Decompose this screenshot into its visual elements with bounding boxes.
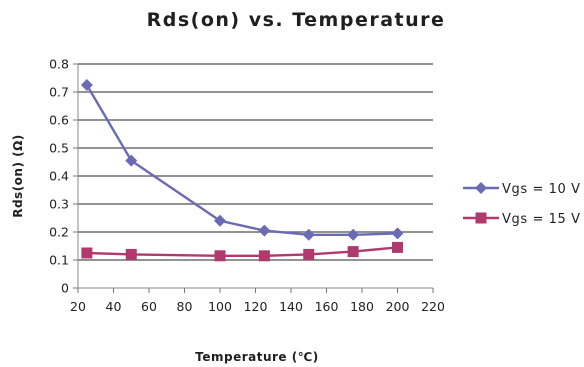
x-tick-label: 160 bbox=[315, 299, 339, 314]
legend: Vgs = 10 V Vgs = 15 V bbox=[463, 182, 581, 227]
grid-lines bbox=[78, 63, 433, 261]
x-tick-label: 120 bbox=[244, 299, 268, 314]
x-tick-labels: 20 40 60 80 100 120 140 160 180 200 220 bbox=[70, 299, 445, 314]
x-tick-label: 100 bbox=[208, 299, 232, 314]
data-point bbox=[125, 154, 138, 167]
data-point bbox=[347, 246, 359, 258]
y-tick-label: 0.8 bbox=[49, 57, 69, 72]
chart-title: Rds(on) vs. Temperature bbox=[147, 9, 446, 31]
x-tick-label: 200 bbox=[386, 299, 410, 314]
x-tick-label: 20 bbox=[70, 299, 86, 314]
y-tick-label: 0.1 bbox=[49, 253, 69, 268]
x-tick-label: 80 bbox=[177, 299, 193, 314]
x-tick-label: 140 bbox=[279, 299, 303, 314]
data-point bbox=[214, 250, 226, 262]
legend-item-1: Vgs = 10 V bbox=[463, 182, 581, 197]
data-point bbox=[392, 241, 403, 253]
x-tick-label: 220 bbox=[421, 299, 445, 314]
data-point bbox=[258, 224, 271, 237]
x-tick-label: 60 bbox=[141, 299, 157, 314]
series-group bbox=[80, 79, 404, 262]
series-2 bbox=[81, 241, 403, 262]
x-axis-title: Temperature (℃) bbox=[195, 350, 319, 364]
data-point bbox=[302, 228, 315, 241]
legend-marker bbox=[475, 182, 487, 194]
x-tick-label: 180 bbox=[350, 299, 374, 314]
y-tick-label: 0 bbox=[61, 281, 69, 296]
x-tick-label: 40 bbox=[106, 299, 122, 314]
legend-item-2: Vgs = 15 V bbox=[463, 212, 581, 227]
data-point bbox=[81, 247, 93, 259]
data-point bbox=[258, 250, 270, 262]
data-point bbox=[347, 228, 360, 241]
data-point bbox=[303, 248, 315, 260]
y-tick-label: 0.2 bbox=[49, 225, 69, 240]
legend-label: Vgs = 15 V bbox=[502, 212, 581, 227]
y-tick-label: 0.4 bbox=[49, 169, 69, 184]
y-tick-label: 0.5 bbox=[49, 141, 69, 156]
legend-marker bbox=[475, 212, 487, 224]
y-axis-title: Rds(on) (Ω) bbox=[11, 134, 25, 218]
y-tick-label: 0.3 bbox=[49, 197, 69, 212]
data-point bbox=[391, 227, 404, 240]
data-point bbox=[80, 79, 93, 91]
series-1 bbox=[80, 79, 404, 241]
data-point bbox=[125, 248, 137, 260]
data-point bbox=[214, 214, 226, 227]
axes bbox=[73, 63, 434, 293]
y-tick-labels: 0 0.1 0.2 0.3 0.4 0.5 0.6 0.7 0.8 bbox=[49, 57, 69, 296]
y-tick-label: 0.7 bbox=[49, 85, 69, 100]
legend-label: Vgs = 10 V bbox=[502, 182, 581, 197]
y-tick-label: 0.6 bbox=[49, 113, 69, 128]
